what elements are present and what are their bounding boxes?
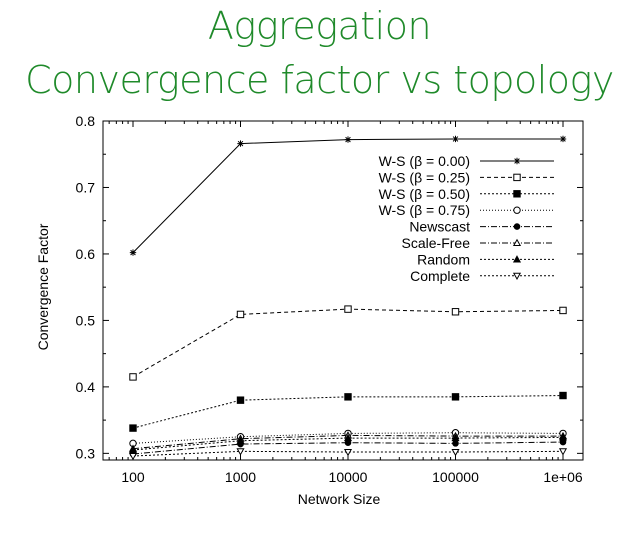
data-point bbox=[558, 433, 568, 441]
legend-label: W-S (β = 0.75) bbox=[379, 202, 470, 218]
data-point bbox=[343, 433, 353, 442]
legend-label: W-S (β = 0.00) bbox=[379, 153, 470, 169]
legend-label: W-S (β = 0.50) bbox=[379, 186, 470, 202]
legend-label: W-S (β = 0.25) bbox=[379, 169, 470, 185]
data-point bbox=[512, 238, 522, 247]
y-tick-label: 0.4 bbox=[76, 379, 96, 395]
y-tick-label: 0.5 bbox=[76, 312, 96, 328]
data-point bbox=[512, 255, 522, 263]
data-point bbox=[513, 173, 521, 182]
data-point bbox=[451, 448, 460, 457]
legend-label: Newscast bbox=[409, 219, 470, 235]
chart-legend: W-S (β = 0.00)W-S (β = 0.25)W-S (β = 0.5… bbox=[379, 153, 554, 284]
data-point bbox=[559, 306, 567, 315]
data-point bbox=[128, 445, 138, 454]
data-point bbox=[236, 436, 245, 444]
data-point bbox=[451, 308, 460, 316]
y-axis-label: Convergence Factor bbox=[35, 223, 51, 350]
data-point bbox=[129, 373, 137, 381]
x-tick-label: 1000 bbox=[225, 469, 256, 485]
data-point bbox=[236, 310, 245, 319]
series-line-1 bbox=[132, 308, 564, 378]
chart-series-lines bbox=[132, 138, 564, 457]
data-point bbox=[344, 393, 352, 401]
data-point bbox=[344, 305, 352, 313]
data-point bbox=[343, 448, 353, 457]
series-line-4 bbox=[132, 441, 564, 455]
data-point bbox=[344, 136, 352, 143]
data-point bbox=[236, 448, 245, 456]
x-tick-label: 1e+06 bbox=[543, 469, 583, 485]
data-point bbox=[558, 448, 568, 456]
data-point bbox=[129, 424, 137, 432]
legend-label: Complete bbox=[410, 268, 470, 284]
data-point bbox=[512, 272, 522, 281]
y-tick-label: 0.6 bbox=[76, 246, 96, 262]
data-point bbox=[513, 223, 521, 230]
x-tick-label: 100000 bbox=[432, 469, 479, 485]
data-point bbox=[451, 393, 460, 401]
y-tick-label: 0.7 bbox=[76, 179, 96, 195]
data-point bbox=[559, 391, 567, 400]
legend-label: Scale-Free bbox=[402, 235, 471, 251]
data-point bbox=[513, 206, 521, 214]
chart-series-markers bbox=[128, 135, 568, 461]
data-point bbox=[451, 433, 460, 442]
y-tick-label: 0.3 bbox=[76, 445, 96, 461]
data-point bbox=[129, 249, 137, 256]
data-point bbox=[452, 440, 459, 447]
data-point bbox=[128, 452, 138, 461]
data-point bbox=[513, 157, 521, 165]
data-point bbox=[559, 135, 567, 143]
series-line-2 bbox=[132, 395, 564, 429]
slide-title-line2: Convergence factor vs topology bbox=[25, 58, 614, 102]
data-point bbox=[513, 190, 521, 198]
plot-frame bbox=[102, 120, 584, 461]
x-tick-label: 10000 bbox=[329, 469, 368, 485]
x-axis-label: Network Size bbox=[298, 491, 381, 507]
chart-axes: 0.3 0.4 0.5 0.6 0.7 0.8 100 1000 10000 100000 1e+0… bbox=[76, 113, 584, 485]
slide-title-line1: Aggregation bbox=[207, 4, 432, 48]
series-line-5 bbox=[132, 434, 563, 450]
data-point bbox=[452, 135, 459, 143]
series-line-0 bbox=[132, 138, 563, 253]
legend-label: Random bbox=[417, 251, 470, 267]
data-point bbox=[237, 140, 244, 147]
x-tick-label: 100 bbox=[121, 469, 145, 485]
data-point bbox=[236, 396, 245, 404]
y-tick-label: 0.8 bbox=[76, 113, 96, 129]
